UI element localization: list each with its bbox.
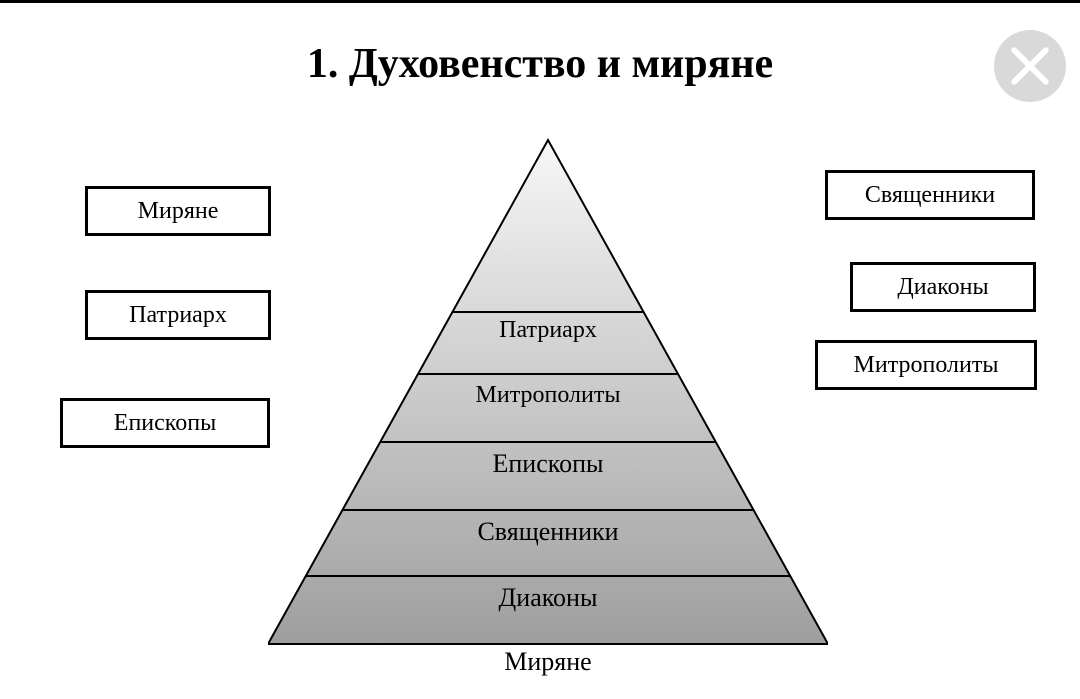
side-box: Епископы bbox=[60, 398, 270, 448]
side-box: Миряне bbox=[85, 186, 271, 236]
pyramid-tier-label: Епископы bbox=[268, 449, 828, 479]
pyramid-tier-label: Митрополиты bbox=[268, 382, 828, 409]
pyramid-tier-label: Патриарх bbox=[268, 317, 828, 344]
pyramid-tier-label: Миряне bbox=[268, 647, 828, 677]
side-box: Митрополиты bbox=[815, 340, 1037, 390]
page-title: 1. Духовенство и миряне bbox=[0, 40, 1080, 88]
pyramid-tier-label: Диаконы bbox=[268, 583, 828, 613]
top-rule bbox=[0, 0, 1080, 3]
side-box: Диаконы bbox=[850, 262, 1036, 312]
side-box: Патриарх bbox=[85, 290, 271, 340]
side-box: Священники bbox=[825, 170, 1035, 220]
close-icon bbox=[994, 30, 1066, 102]
page: { "title": { "text": "1. Духовенство и м… bbox=[0, 0, 1080, 699]
pyramid-tier-label: Священники bbox=[268, 517, 828, 547]
close-button[interactable] bbox=[994, 30, 1066, 102]
